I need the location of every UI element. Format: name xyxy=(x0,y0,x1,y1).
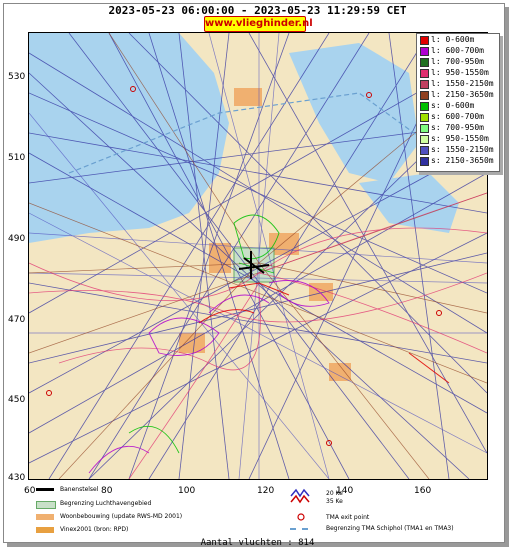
legend-item: s: 1550-2150m xyxy=(417,144,499,155)
y-tick-label: 430 xyxy=(8,473,26,483)
legend-swatch xyxy=(420,102,429,111)
legend-item: s: 700-950m xyxy=(417,122,499,133)
flight-track-map xyxy=(28,32,488,480)
tma-exit-point xyxy=(366,92,372,98)
tma-exit-point xyxy=(326,440,332,446)
legend-swatch xyxy=(420,80,429,89)
legend-item: l: 2150-3650m xyxy=(417,89,499,100)
kv35-label: 35 Ke xyxy=(326,498,343,505)
legend-swatch xyxy=(420,47,429,56)
tma-exit-label: TMA exit point xyxy=(326,514,370,521)
legend-item: s: 950-1550m xyxy=(417,133,499,144)
tma-exit-point xyxy=(130,86,136,92)
y-tick-label: 490 xyxy=(8,234,26,244)
legend-swatch xyxy=(420,146,429,155)
altitude-legend: l: 0-600m l: 600-700m l: 700-950m l: 950… xyxy=(416,33,500,172)
legend-swatch xyxy=(420,113,429,122)
housing-key-label: Woonbebouwing (update RWS-MD 2001) xyxy=(60,513,183,520)
legend-item: s: 0-600m xyxy=(417,100,499,111)
legend-swatch xyxy=(420,135,429,144)
legend-item: l: 0-600m xyxy=(417,34,499,45)
legend-swatch xyxy=(420,58,429,67)
tracks-red xyxy=(198,282,450,384)
legend-item: l: 700-950m xyxy=(417,56,499,67)
legend-item: s: 2150-3650m xyxy=(417,155,499,166)
x-tick-label: 60 xyxy=(24,486,36,496)
vinex-key-label: Vinex2001 (bron: RPD) xyxy=(60,526,129,533)
kv20-label: 20 Ke xyxy=(326,490,343,497)
tma-boundary xyxy=(68,92,470,174)
runway-key-label: Banenstelsel xyxy=(60,486,99,493)
tma-exit-icon xyxy=(297,513,305,521)
legend-item: l: 1550-2150m xyxy=(417,78,499,89)
legend-swatch xyxy=(420,91,429,100)
inland-water-2 xyxy=(359,173,459,233)
legend-item: l: 950-1550m xyxy=(417,67,499,78)
legend-swatch xyxy=(420,36,429,45)
urban-patch xyxy=(234,88,262,106)
tma-boundary-label: Begrenzing TMA Schiphol (TMA1 en TMA3) xyxy=(326,525,454,532)
runway-key-swatch xyxy=(36,488,54,491)
x-tick-label: 80 xyxy=(101,486,113,496)
vinex-key-swatch xyxy=(36,527,54,533)
airport-area-key-swatch xyxy=(36,501,56,509)
inland-water xyxy=(289,43,419,183)
x-tick-label: 100 xyxy=(178,486,196,496)
map-key: Banenstelsel Begrenzing Luchthavengebied… xyxy=(28,482,486,538)
tma-boundary-key-swatch xyxy=(290,528,308,530)
tracks-low-purple xyxy=(88,280,330,474)
x-tick-label: 140 xyxy=(336,486,354,496)
tma-exit-point xyxy=(436,310,442,316)
urban-patch xyxy=(329,363,351,381)
urban-patch xyxy=(179,333,205,353)
tracks-mid-blue xyxy=(29,33,487,479)
site-badge[interactable]: www.vlieghinder.nl xyxy=(204,16,313,32)
y-tick-label: 450 xyxy=(8,395,26,405)
y-tick-label: 530 xyxy=(8,72,26,82)
y-tick-label: 470 xyxy=(8,315,26,325)
flight-count: Aantal vluchten : 814 xyxy=(200,538,315,548)
housing-key-swatch xyxy=(36,514,54,520)
runway-system xyxy=(238,251,270,279)
page-title: 2023-05-23 06:00:00 - 2023-05-23 11:29:5… xyxy=(108,4,407,17)
noise-contour-icon xyxy=(290,488,310,504)
airport-area-key-label: Begrenzing Luchthavengebied xyxy=(60,500,152,507)
x-tick-label: 160 xyxy=(414,486,432,496)
legend-swatch xyxy=(420,124,429,133)
x-tick-label: 120 xyxy=(257,486,275,496)
map-canvas xyxy=(29,33,487,479)
y-tick-label: 510 xyxy=(8,153,26,163)
tma-exit-point xyxy=(46,390,52,396)
legend-swatch xyxy=(420,157,429,166)
legend-item: l: 600-700m xyxy=(417,45,499,56)
legend-item: s: 600-700m xyxy=(417,111,499,122)
legend-swatch xyxy=(420,69,429,78)
tracks-pink xyxy=(29,192,487,479)
